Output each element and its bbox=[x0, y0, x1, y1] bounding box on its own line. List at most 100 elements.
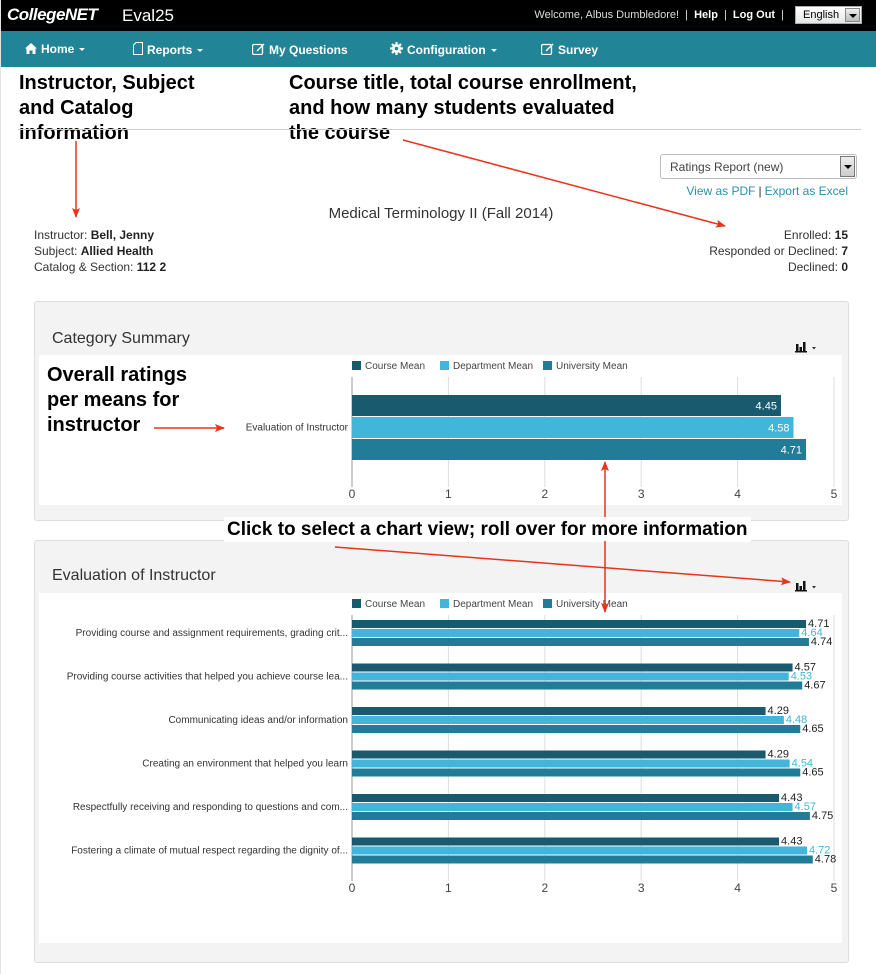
legend-swatch bbox=[352, 599, 361, 608]
nav-configuration[interactable]: Configuration bbox=[390, 42, 497, 58]
report-type-select[interactable]: Ratings Report (new) bbox=[660, 154, 857, 179]
legend-item[interactable]: Course Mean bbox=[352, 599, 425, 610]
category-label: Communicating ideas and/or information bbox=[168, 715, 348, 726]
bar[interactable] bbox=[352, 620, 807, 628]
legend-label: Course Mean bbox=[365, 599, 425, 610]
bar[interactable] bbox=[352, 638, 809, 646]
legend-item[interactable]: Department Mean bbox=[440, 599, 533, 610]
export-links: View as PDF | Export as Excel bbox=[686, 184, 848, 198]
data-label: 4.71 bbox=[808, 618, 829, 630]
bar[interactable] bbox=[352, 439, 807, 460]
home-icon bbox=[25, 43, 37, 57]
annotation-line: per means for bbox=[47, 389, 180, 411]
enrolled-label: Enrolled: bbox=[783, 228, 832, 242]
legend-item[interactable]: University Mean bbox=[543, 599, 628, 610]
export-excel-link[interactable]: Export as Excel bbox=[764, 184, 848, 198]
nav-reports[interactable]: Reports bbox=[133, 42, 204, 58]
chart-area: Course Mean Department Mean University Mea… bbox=[39, 593, 842, 943]
category-summary-chart[interactable]: Course Mean Department Mean University Mea… bbox=[39, 355, 844, 505]
legend-item[interactable]: Course Mean bbox=[352, 361, 425, 372]
bar[interactable] bbox=[352, 803, 793, 811]
document-icon bbox=[133, 42, 143, 58]
language-select[interactable]: English bbox=[795, 6, 862, 24]
data-label: 4.45 bbox=[756, 401, 777, 413]
annotation-line: instructor bbox=[47, 414, 141, 436]
bar[interactable] bbox=[352, 707, 766, 715]
panel-title: Category Summary bbox=[52, 330, 190, 347]
x-tick-label: 2 bbox=[541, 487, 548, 501]
legend-label: Department Mean bbox=[453, 361, 533, 372]
data-label: 4.78 bbox=[815, 854, 836, 866]
nav-configuration-label: Configuration bbox=[407, 43, 486, 57]
data-label: 4.54 bbox=[792, 758, 813, 770]
bar[interactable] bbox=[352, 837, 780, 846]
nav-reports-label: Reports bbox=[147, 43, 193, 57]
annotation-line: Overall ratings bbox=[47, 364, 188, 386]
catalog-label: Catalog & Section: bbox=[34, 260, 134, 274]
legend-item[interactable]: Department Mean bbox=[440, 361, 533, 372]
course-title: Medical Terminology II (Fall 2014) bbox=[328, 205, 554, 222]
legend-item[interactable]: University Mean bbox=[543, 361, 628, 372]
nav-survey-label: Survey bbox=[558, 43, 599, 57]
legend-label: University Mean bbox=[556, 599, 628, 610]
instructor-value: Bell, Jenny bbox=[90, 228, 155, 242]
nav-home[interactable]: Home bbox=[25, 42, 86, 57]
bar[interactable] bbox=[352, 812, 810, 820]
x-tick-label: 1 bbox=[445, 487, 452, 501]
catalog-value: 112 2 bbox=[136, 260, 167, 274]
category-summary-panel: Category Summary Course Mean Department M… bbox=[34, 301, 849, 521]
chart-area: Course Mean Department Mean University Mea… bbox=[39, 355, 842, 505]
x-tick-label: 4 bbox=[734, 881, 741, 895]
bar[interactable] bbox=[352, 395, 781, 416]
bar[interactable] bbox=[352, 855, 813, 864]
bar[interactable] bbox=[352, 759, 790, 768]
responded-row: Responded or Declined: 7 bbox=[709, 243, 848, 259]
responded-label: Responded or Declined: bbox=[709, 244, 838, 258]
data-label: 4.74 bbox=[811, 636, 832, 648]
bar[interactable] bbox=[352, 750, 766, 759]
chart-type-menu[interactable] bbox=[795, 579, 819, 597]
bar[interactable] bbox=[352, 768, 801, 777]
instructor-row: Instructor: Bell, Jenny bbox=[34, 227, 166, 243]
x-tick-label: 5 bbox=[831, 881, 838, 895]
bar[interactable] bbox=[352, 846, 808, 855]
data-label: 4.29 bbox=[768, 705, 789, 717]
x-tick-label: 3 bbox=[638, 881, 645, 895]
chevron-down-icon[interactable] bbox=[840, 156, 855, 177]
subject-row: Subject: Allied Health bbox=[34, 243, 166, 259]
legend-swatch bbox=[543, 361, 552, 370]
top-bar: CollegeNET Eval25 Welcome, Albus Dumbled… bbox=[1, 0, 876, 31]
data-label: 4.53 bbox=[791, 671, 812, 683]
bar[interactable] bbox=[352, 417, 794, 438]
nav-my-questions[interactable]: My Questions bbox=[251, 42, 348, 58]
bar[interactable] bbox=[352, 663, 793, 672]
logout-link[interactable]: Log Out bbox=[732, 9, 776, 21]
evaluation-chart[interactable]: Course Mean Department Mean University Mea… bbox=[39, 593, 844, 943]
edit-icon bbox=[540, 42, 554, 58]
declined-value: 0 bbox=[841, 260, 848, 274]
bar[interactable] bbox=[352, 681, 803, 690]
help-link[interactable]: Help bbox=[694, 9, 718, 21]
x-tick-label: 1 bbox=[445, 881, 452, 895]
nav-survey[interactable]: Survey bbox=[540, 42, 599, 58]
caret-down-icon bbox=[197, 49, 204, 52]
subject-value: Allied Health bbox=[80, 244, 154, 258]
annotation-line: Instructor, Subject bbox=[19, 72, 195, 94]
collegenet-logo[interactable]: CollegeNET bbox=[7, 5, 98, 24]
x-tick-label: 4 bbox=[734, 487, 741, 501]
bar[interactable] bbox=[352, 716, 784, 724]
chart-type-menu[interactable] bbox=[795, 340, 819, 358]
bar[interactable] bbox=[352, 672, 789, 681]
enrollment-details: Enrolled: 15 Responded or Declined: 7 De… bbox=[709, 227, 848, 275]
declined-label: Declined: bbox=[787, 260, 838, 274]
legend-label: Course Mean bbox=[365, 361, 425, 372]
annotation-instructor-info: Instructor, Subject and Catalog informat… bbox=[19, 71, 195, 146]
bar[interactable] bbox=[352, 794, 780, 802]
x-tick-label: 0 bbox=[349, 487, 356, 501]
welcome-text: Welcome, Albus Dumbledore! bbox=[534, 9, 680, 21]
chevron-down-icon[interactable] bbox=[845, 8, 860, 22]
bar[interactable] bbox=[352, 629, 800, 637]
bar[interactable] bbox=[352, 725, 801, 733]
view-pdf-link[interactable]: View as PDF bbox=[686, 184, 756, 198]
